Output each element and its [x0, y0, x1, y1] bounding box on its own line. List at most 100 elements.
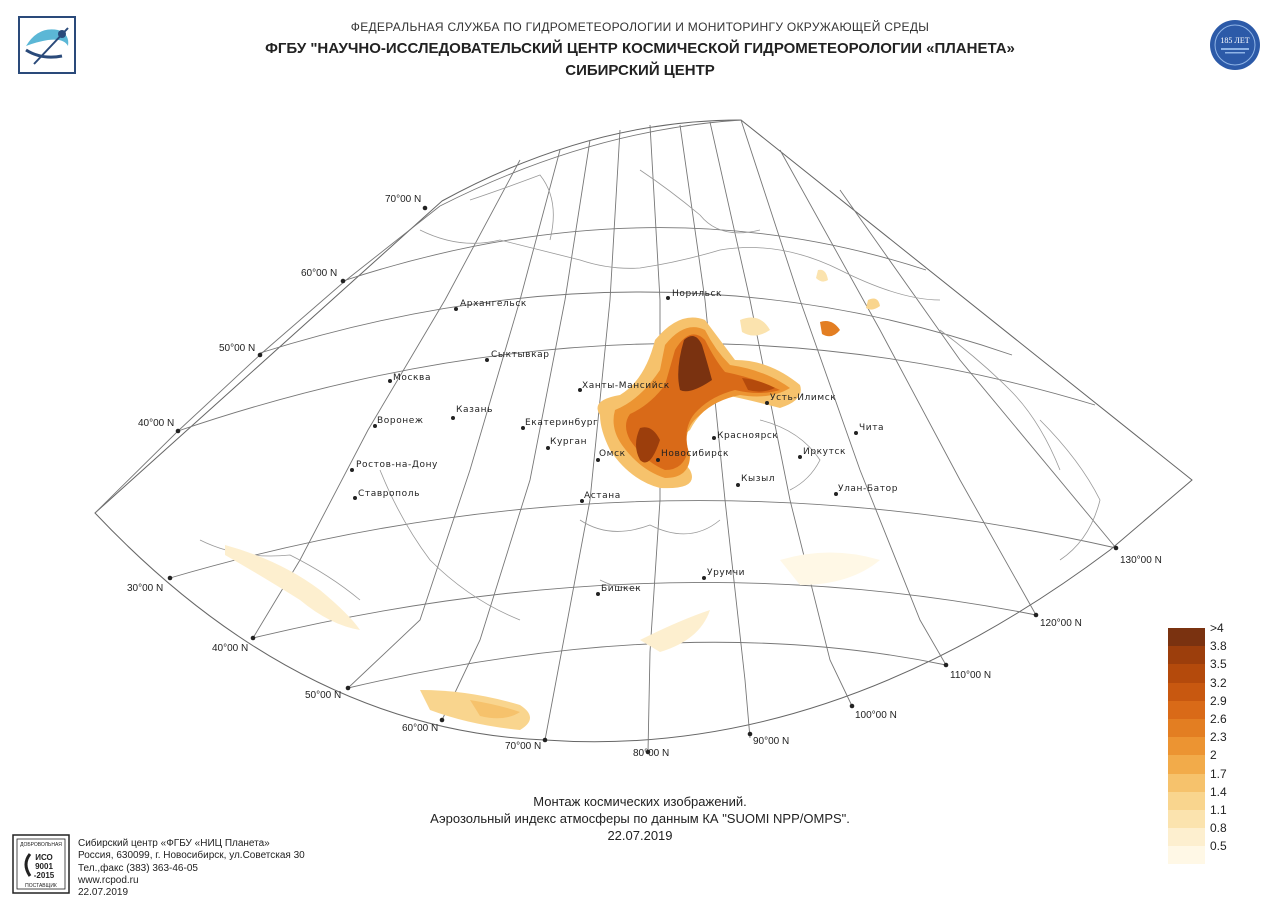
city-label: Усть-Илимск	[770, 393, 836, 403]
city-label: Чита	[859, 423, 884, 433]
legend-label: 2	[1210, 748, 1217, 763]
lat-label: 50°00 N	[219, 343, 255, 354]
lat-label: 70°00 N	[385, 194, 421, 205]
legend-label: 3.2	[1210, 675, 1227, 690]
legend-row: 0.8	[1168, 821, 1227, 847]
lon-label: 100°00 N	[855, 710, 897, 721]
legend-label: 1.1	[1210, 802, 1227, 817]
legend-row: 2	[1168, 748, 1217, 774]
lat-label: 30°00 N	[127, 583, 163, 594]
legend-label: 3.8	[1210, 639, 1227, 654]
legend-swatch	[1168, 737, 1205, 756]
city-label: Иркутск	[803, 447, 846, 457]
legend-swatch	[1168, 791, 1205, 810]
legend-swatch	[1168, 773, 1205, 792]
aerosol-plume	[225, 269, 880, 730]
legend-row: >4	[1168, 621, 1224, 647]
legend-row: 1.7	[1168, 767, 1227, 792]
legend-swatch	[1168, 755, 1205, 774]
grid-labels: 70°00 N 60°00 N 50°00 N 40°00 N 30°00 N …	[127, 194, 1162, 759]
legend-label: 2.6	[1210, 711, 1227, 726]
center-title: СИБИРСКИЙ ЦЕНТР	[565, 62, 715, 79]
iso-text: ИСО	[35, 853, 53, 862]
aerosol-index-legend: >4 3.8 3.5 3.2 2.9 2.6 2.3 2 1.7 1.4 1.1 0.8 0.5	[1168, 621, 1227, 865]
lat-label: 60°00 N	[301, 268, 337, 279]
legend-swatch	[1168, 646, 1205, 665]
city-label: Воронеж	[377, 416, 424, 426]
iso-top-text: ДОБРОВОЛЬНАЯ	[20, 842, 62, 848]
caption-date: 22.07.2019	[607, 828, 673, 843]
city-label: Новосибирск	[661, 449, 729, 459]
legend-label: 1.4	[1210, 784, 1227, 799]
city-label: Ростов-на-Дону	[356, 460, 438, 470]
latitude-lines	[169, 119, 1117, 689]
legend-row: 1.4	[1168, 785, 1227, 810]
legend-label: 0.5	[1210, 839, 1227, 854]
city-label: Красноярск	[717, 431, 778, 441]
footer-phone: Тел.,факс (383) 363-46-05	[78, 862, 198, 874]
legend-row: 1.1	[1168, 803, 1227, 829]
legend-row: 0.5	[1168, 839, 1227, 865]
legend-swatch	[1168, 682, 1205, 701]
legend-swatch	[1168, 664, 1205, 683]
legend-row: 3.2	[1168, 676, 1227, 701]
iso-certification-logo: ДОБРОВОЛЬНАЯ ИСО 9001 -2015 ПОСТАВЩИК	[12, 834, 70, 894]
planeta-logo	[18, 16, 76, 74]
institution-title: ФГБУ "НАУЧНО-ИССЛЕДОВАТЕЛЬСКИЙ ЦЕНТР КОС…	[265, 40, 1015, 57]
city-markers	[350, 296, 858, 596]
grid-points	[167, 205, 1119, 755]
lon-label: 80°00 N	[633, 748, 669, 759]
legend-label: 1.7	[1210, 766, 1227, 781]
agency-title: ФЕДЕРАЛЬНАЯ СЛУЖБА ПО ГИДРОМЕТЕОРОЛОГИИ …	[350, 20, 930, 34]
city-label: Бишкек	[601, 584, 641, 594]
footer-date: 22.07.2019	[78, 887, 129, 899]
legend-swatch	[1168, 846, 1205, 865]
iso-year: -2015	[34, 871, 55, 880]
footer-website[interactable]: www.rcpod.ru	[78, 874, 139, 886]
city-label: Москва	[393, 373, 431, 383]
legend-row: 3.5	[1168, 657, 1227, 683]
legend-swatch	[1168, 718, 1205, 738]
legend-swatch	[1168, 628, 1205, 647]
contact-block: Сибирский центр «ФГБУ «НИЦ Планета» Росс…	[78, 838, 305, 899]
city-label: Курган	[550, 437, 587, 447]
city-label: Улан-Батор	[838, 484, 898, 494]
lat-label: 40°00 N	[212, 643, 248, 654]
city-label: Ханты-Мансийск	[582, 381, 670, 391]
city-label: Ставрополь	[358, 489, 420, 499]
city-label: Норильск	[672, 289, 722, 299]
badge-text: 185 ЛЕТ	[1220, 36, 1249, 45]
city-label: Урумчи	[707, 568, 745, 578]
lon-label: 70°00 N	[505, 741, 541, 752]
iso-bottom-text: ПОСТАВЩИК	[25, 883, 57, 889]
legend-label: >4	[1210, 621, 1224, 635]
legend-label: 0.8	[1210, 821, 1227, 836]
city-label: Омск	[599, 449, 626, 459]
legend-row: 2.6	[1168, 712, 1227, 738]
city-label: Екатеринбург	[525, 418, 598, 428]
caption-title: Монтаж космических изображений.	[533, 794, 747, 809]
legend-label: 2.9	[1210, 693, 1227, 708]
iso-number: 9001	[35, 862, 53, 871]
legend-row: 2.3	[1168, 730, 1227, 756]
footer-address: Россия, 630099, г. Новосибирск, ул.Совет…	[78, 850, 305, 862]
lat-label: 40°00 N	[138, 418, 174, 429]
city-label: Архангельск	[460, 299, 527, 309]
caption-subtitle: Аэрозольный индекс атмосферы по данным К…	[430, 811, 850, 826]
lon-label: 90°00 N	[753, 736, 789, 747]
legend-swatch	[1168, 828, 1205, 847]
city-label: Казань	[456, 405, 493, 415]
city-labels: Норильск Архангельск Сыктывкар Москва Ха…	[356, 289, 898, 594]
city-label: Сыктывкар	[491, 350, 550, 360]
legend-row: 2.9	[1168, 694, 1227, 719]
anniversary-badge: 185 ЛЕТ	[1210, 20, 1260, 70]
lon-label: 60°00 N	[402, 723, 438, 734]
legend-label: 2.3	[1210, 730, 1227, 745]
legend-label: 3.5	[1210, 657, 1227, 672]
city-label: Кызыл	[741, 474, 775, 484]
legend-swatch	[1168, 700, 1205, 719]
lon-label: 130°00 N	[1120, 555, 1162, 566]
coastlines	[199, 169, 1101, 621]
city-label: Астана	[584, 491, 621, 501]
